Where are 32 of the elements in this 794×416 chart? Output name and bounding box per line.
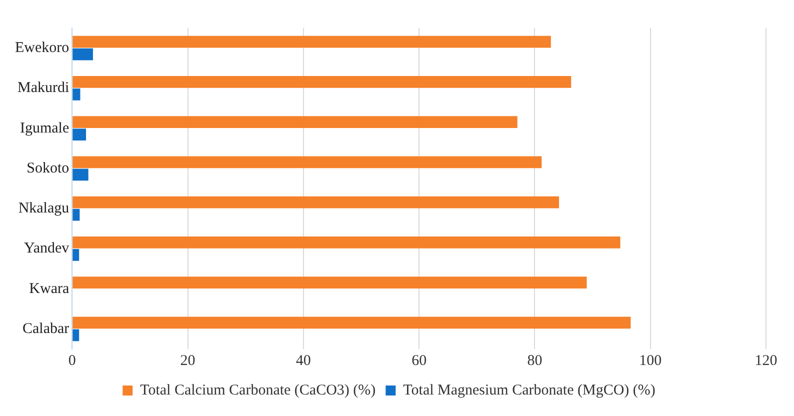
y-tick-label: Sokoto [26, 160, 70, 176]
bar [72, 329, 80, 342]
y-tick-label: Igumale [20, 120, 70, 136]
y-tick-label: Calabar [22, 320, 70, 337]
y-tick-label: Yandev [24, 240, 70, 257]
legend-label: Total Calcium Carbonate (CaCO3) (%) [140, 382, 376, 398]
y-tick-label: Kwara [29, 280, 70, 297]
bar [72, 156, 542, 168]
y-tick-label: Makurdi [17, 80, 70, 96]
bar [72, 196, 559, 208]
bar [72, 36, 551, 48]
y-tick-label: Nkalagu [18, 200, 70, 216]
x-tick-label: 120 [754, 352, 778, 369]
bar [72, 208, 80, 221]
bar [72, 249, 80, 261]
bar [72, 88, 80, 100]
x-tick-label: 100 [639, 352, 662, 369]
y-tick-label: Ewekoro [14, 40, 70, 56]
bar [72, 116, 518, 128]
bar [72, 236, 620, 248]
bar [72, 76, 572, 88]
bar [72, 48, 93, 60]
x-tick-label: 0 [68, 352, 76, 369]
x-tick-label: 60 [412, 352, 427, 369]
bar [72, 168, 88, 181]
bar [72, 128, 86, 140]
x-tick-label: 20 [180, 352, 196, 369]
x-tick-label: 80 [527, 352, 542, 369]
x-tick-label: 40 [296, 352, 311, 369]
bar [72, 316, 631, 329]
legend-label: Total Magnesium Carbonate (MgCO) (%) [403, 382, 656, 398]
bar [72, 276, 587, 288]
